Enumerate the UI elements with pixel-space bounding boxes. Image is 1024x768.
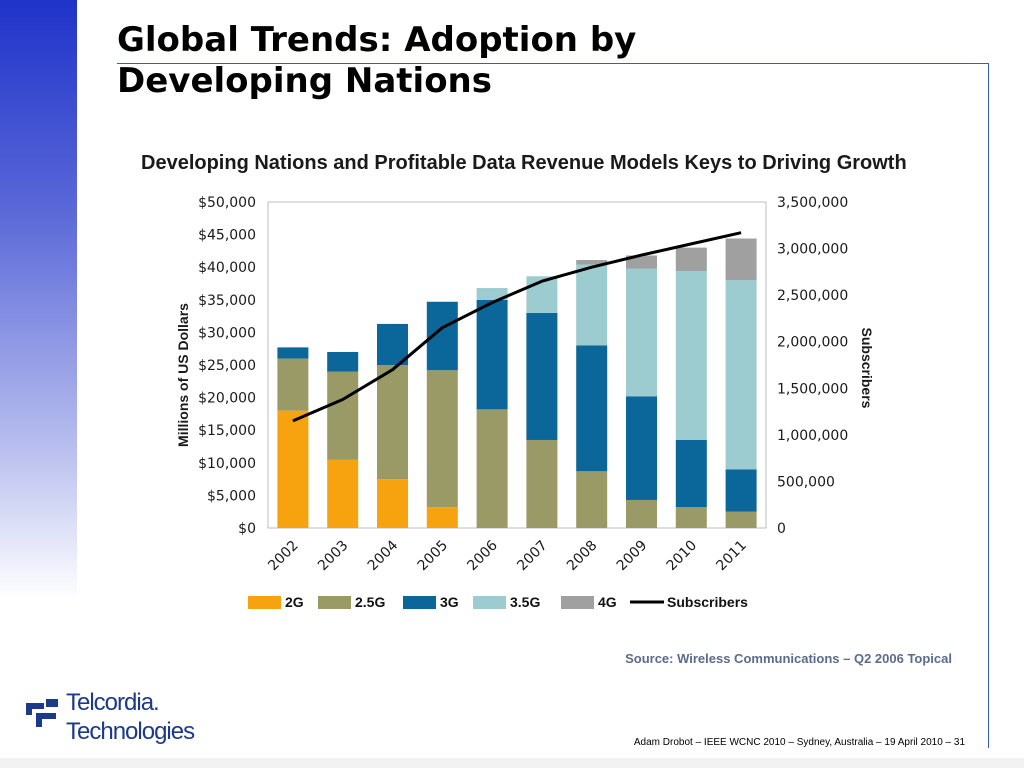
bar-group — [277, 238, 757, 528]
x-tick-label: 2010 — [664, 538, 701, 575]
y-tick-label: $25,000 — [198, 358, 256, 374]
y2-tick-label: 3,000,000 — [777, 242, 848, 258]
y2-tick-label: 1,000,000 — [777, 428, 848, 444]
bar-2G-2005 — [426, 507, 458, 528]
y-tick-label: $35,000 — [198, 293, 256, 309]
x-tick-label: 2011 — [713, 538, 750, 575]
legend-swatch — [561, 596, 594, 609]
bar-3G-2007 — [526, 312, 558, 440]
bar-3-5G-2008 — [576, 264, 608, 346]
company-logo: Telcordia. Technologies — [22, 688, 222, 748]
source-note: Source: Wireless Communications – Q2 200… — [625, 651, 952, 666]
chart-legend: 2G 2.5G 3G 3.5G 4G Subscribers — [248, 594, 748, 610]
legend-label: Subscribers — [667, 594, 748, 610]
left-axis-ticks: $0 $5,000 $10,000 $15,000 $20,000 $25,000 $30,… — [198, 195, 256, 537]
bar-2G-2002 — [277, 410, 309, 528]
chart: Developing Nations and Profitable Data R… — [141, 152, 907, 610]
legend-swatch — [248, 596, 281, 609]
x-tick-label: 2008 — [564, 538, 601, 575]
bar-3-5G-2011 — [725, 280, 757, 470]
legend-label: 3.5G — [510, 594, 540, 610]
y-tick-label: $30,000 — [198, 325, 256, 341]
y-tick-label: $40,000 — [198, 260, 256, 276]
x-tick-label: 2009 — [614, 538, 651, 575]
bar-3-5G-2010 — [675, 271, 707, 440]
bar-3G-2008 — [576, 345, 608, 472]
bar-2-5G-2005 — [426, 370, 458, 508]
legend-label: 2.5G — [355, 594, 385, 610]
chart-title: Developing Nations and Profitable Data R… — [141, 152, 907, 174]
bar-3G-2002 — [277, 347, 309, 359]
y2-tick-label: 3,500,000 — [777, 195, 848, 211]
x-tick-label: 2005 — [415, 538, 452, 575]
bar-3G-2009 — [626, 396, 657, 500]
logo-text-line1: Telcordia. — [66, 689, 160, 716]
slide-title: Global Trends: Adoption by Developing Nat… — [117, 20, 837, 102]
y-tick-label: $20,000 — [198, 391, 256, 407]
x-tick-label: 2004 — [365, 537, 402, 574]
subscribers-line — [292, 231, 742, 423]
legend-swatch — [473, 596, 506, 609]
y-tick-label: $50,000 — [198, 195, 256, 211]
y2-axis-label: Subscribers — [859, 328, 875, 409]
x-tick-label: 2007 — [514, 538, 551, 575]
slide-title-line1: Global Trends: Adoption by — [117, 20, 637, 60]
bar-2-5G-2006 — [476, 409, 508, 528]
bar-3-5G-2006 — [476, 288, 508, 300]
bar-4G-2011 — [725, 238, 757, 281]
y2-tick-label: 2,500,000 — [777, 288, 848, 304]
subscribers-line-group — [292, 231, 742, 423]
bar-3G-2010 — [675, 439, 707, 508]
y2-tick-label: 1,500,000 — [777, 381, 848, 397]
bar-2G-2004 — [377, 479, 408, 528]
legend-label: 4G — [598, 594, 617, 610]
legend-swatch — [318, 596, 351, 609]
x-axis-ticks: 2002 2003 2004 2005 2006 2007 2008 2009 2010 2011 — [265, 537, 750, 574]
bar-2-5G-2002 — [277, 358, 309, 411]
x-tick-label: 2006 — [464, 537, 501, 574]
right-axis-ticks: 0 500,000 1,000,000 1,500,000 2,000,000 2,500… — [777, 195, 848, 537]
bottom-band — [0, 758, 1024, 768]
right-divider — [988, 63, 989, 748]
y-tick-label: $45,000 — [198, 228, 256, 244]
title-divider — [117, 63, 989, 64]
logo-text-line2: Technologies — [66, 718, 195, 745]
bar-2-5G-2008 — [576, 471, 608, 528]
bar-3G-2006 — [476, 299, 508, 410]
bar-3G-2003 — [327, 351, 359, 372]
bar-4G-2009 — [626, 255, 657, 269]
bar-2-5G-2003 — [327, 371, 359, 460]
slide-footer: Adam Drobot – IEEE WCNC 2010 – Sydney, A… — [633, 737, 965, 748]
bar-4G-2008 — [576, 260, 608, 265]
slide-title-line2: Developing Nations — [117, 61, 492, 101]
bar-3-5G-2009 — [626, 268, 657, 397]
y-tick-label: $0 — [238, 521, 256, 537]
telcordia-logo-icon — [26, 699, 58, 727]
y-tick-label: $5,000 — [207, 488, 256, 504]
legend-label: 3G — [440, 594, 459, 610]
bar-2G-2003 — [327, 459, 359, 528]
y-tick-label: $15,000 — [198, 423, 256, 439]
legend-swatch — [403, 596, 436, 609]
bar-2-5G-2010 — [675, 507, 707, 528]
y2-tick-label: 2,000,000 — [777, 335, 848, 351]
bar-2-5G-2009 — [626, 499, 657, 528]
y2-tick-label: 0 — [777, 521, 786, 537]
bar-4G-2010 — [675, 247, 707, 272]
x-tick-label: 2003 — [315, 538, 352, 575]
side-gradient-band — [0, 0, 77, 600]
plot-area-frame — [267, 201, 767, 529]
bar-2-5G-2007 — [526, 439, 558, 528]
x-tick-label: 2002 — [265, 538, 302, 575]
bar-3G-2004 — [377, 323, 408, 365]
y-tick-label: $10,000 — [198, 456, 256, 472]
bar-2-5G-2011 — [725, 511, 757, 528]
bar-3G-2011 — [725, 469, 757, 512]
legend-label: 2G — [285, 594, 304, 610]
bar-2-5G-2004 — [377, 365, 408, 480]
y-axis-label: Millions of US Dollars — [175, 303, 191, 447]
y2-tick-label: 500,000 — [777, 474, 835, 490]
